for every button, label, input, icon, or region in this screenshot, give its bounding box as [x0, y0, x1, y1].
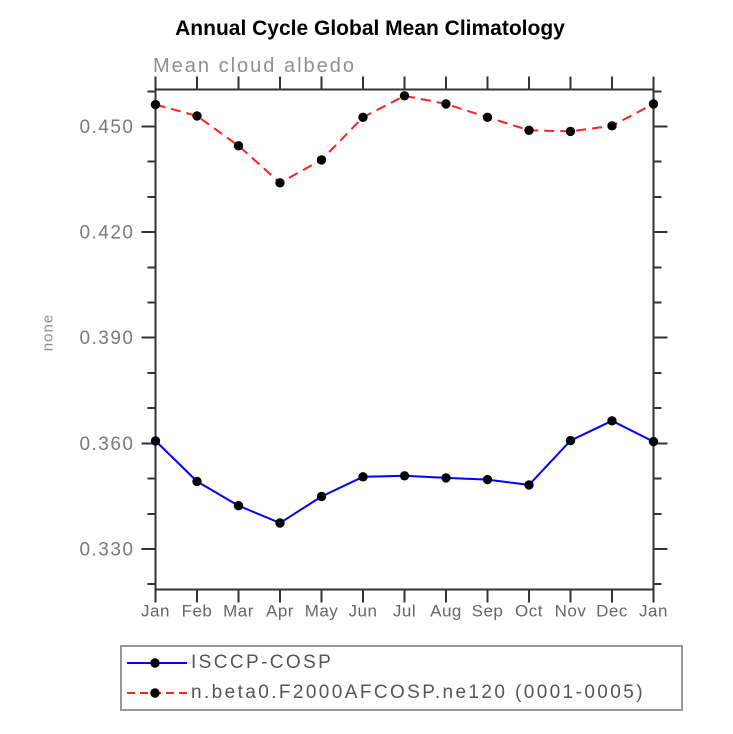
data-point — [441, 473, 451, 483]
data-point — [482, 112, 493, 123]
data-point — [275, 178, 285, 188]
data-point — [150, 99, 161, 110]
y-tick-label: 0.420 — [79, 223, 134, 244]
data-point — [150, 436, 161, 446]
x-tick-label: Dec — [596, 602, 628, 621]
data-point — [565, 435, 576, 446]
legend-line-sample-solid — [127, 658, 187, 668]
legend-item-isccp-cosp: ISCCP-COSP — [122, 648, 681, 677]
page-title: Annual Cycle Global Mean Climatology — [175, 17, 565, 40]
data-point — [607, 121, 617, 131]
data-point — [358, 472, 368, 482]
data-point — [482, 474, 493, 485]
legend-item-model-run: n.beta0.F2000AFCOSP.ne120 (0001-0005) — [122, 679, 681, 708]
legend-sample-marker — [150, 658, 160, 668]
data-point — [316, 491, 327, 502]
x-tick-label: Mar — [223, 602, 254, 621]
data-point — [524, 125, 534, 135]
plot-border — [154, 88, 655, 591]
data-point — [648, 436, 659, 447]
series-line-1 — [155, 94, 654, 185]
x-tick-label: Jun — [349, 602, 378, 621]
legend-label: ISCCP-COSP — [191, 651, 334, 673]
chart-subtitle: Mean cloud albedo — [153, 55, 357, 77]
x-tick-label: Oct — [515, 602, 543, 621]
x-tick-label: Apr — [266, 602, 294, 621]
x-tick-label: May — [305, 602, 339, 621]
data-point — [358, 112, 368, 123]
y-tick-label: 0.360 — [79, 434, 134, 455]
x-tick-label: Jan — [141, 602, 170, 621]
y-tick-label: 0.390 — [79, 328, 134, 349]
data-point — [565, 126, 576, 137]
data-point — [607, 416, 617, 426]
data-point — [524, 480, 534, 490]
data-point — [399, 91, 410, 101]
x-tick-label: Jul — [393, 602, 416, 621]
legend-line-sample-dashed — [127, 688, 187, 698]
data-point — [275, 518, 285, 528]
x-tick-label: Nov — [555, 602, 587, 621]
y-tick-label: 0.330 — [79, 540, 134, 561]
y-tick-label: 0.450 — [79, 117, 134, 138]
data-point — [399, 471, 410, 481]
data-point — [192, 111, 202, 121]
x-tick-label: Jan — [639, 602, 668, 621]
data-point — [233, 501, 244, 511]
data-point — [441, 99, 451, 109]
axis-ticks — [141, 76, 668, 603]
legend-label: n.beta0.F2000AFCOSP.ne120 (0001-0005) — [191, 682, 645, 704]
data-point — [233, 141, 244, 151]
x-tick-label: Aug — [430, 602, 462, 621]
data-point — [192, 476, 202, 487]
data-point — [648, 99, 659, 109]
legend: ISCCP-COSP n.beta0.F2000AFCOSP.ne120 (00… — [120, 645, 683, 711]
legend-sample-marker — [150, 688, 160, 698]
x-tick-label: Sep — [472, 602, 504, 621]
data-point — [316, 155, 327, 165]
x-tick-label: Feb — [182, 602, 213, 621]
